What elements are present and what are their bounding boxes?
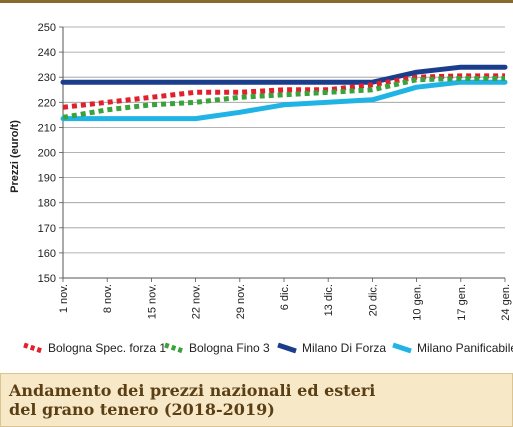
- legend-label: Bologna Fino 3: [189, 341, 270, 355]
- x-tick-label: 13 dic.: [323, 284, 335, 316]
- y-tick-label: 160: [38, 248, 56, 260]
- caption-line-1: Andamento dei prezzi nazionali ed esteri: [9, 381, 376, 400]
- y-tick-label: 170: [38, 223, 56, 235]
- y-tick-label: 150: [38, 273, 56, 285]
- x-tick-label: 6 dic.: [279, 284, 291, 310]
- legend-swatch: [392, 342, 412, 354]
- legend-swatch: [164, 342, 184, 354]
- legend-label: Milano Panificabile: [417, 341, 513, 355]
- y-tick-label: 240: [38, 47, 56, 59]
- y-tick-label: 230: [38, 72, 56, 84]
- legend-swatch: [277, 342, 297, 354]
- y-tick-label: 210: [38, 122, 56, 134]
- x-tick-label: 1 nov.: [58, 284, 70, 313]
- x-tick-label: 29 nov.: [235, 284, 247, 319]
- x-tick-label: 22 nov.: [191, 284, 203, 319]
- series-line: [62, 76, 505, 120]
- x-tick-label: 8 nov.: [102, 284, 114, 313]
- x-tick-label: 24 gen.: [500, 284, 512, 321]
- y-tick-label: 200: [38, 148, 56, 160]
- legend-label: Milano Di Forza: [302, 341, 386, 355]
- legend-label: Bologna Spec. forza 1: [48, 341, 166, 355]
- x-tick-label: 10 gen.: [412, 284, 424, 321]
- x-tick-label: 20 dic.: [367, 284, 379, 316]
- line-chart: 150 160 170 180 190 200 210 220 230 240 250 1 nov. 8…: [9, 22, 513, 355]
- y-tick-label: 250: [38, 22, 56, 34]
- series-line: [60, 79, 508, 122]
- figure-caption: Andamento dei prezzi nazionali ed esteri…: [9, 381, 504, 419]
- y-tick-label: 220: [38, 97, 56, 109]
- top-rule: [0, 0, 513, 3]
- y-axis-label: Prezzi (euro/t): [9, 120, 21, 193]
- legend-swatch: [23, 342, 43, 354]
- x-tick-label: 17 gen.: [456, 284, 468, 321]
- caption-line-2: del grano tenero (2018-2019): [9, 400, 275, 419]
- y-tick-label: 180: [38, 198, 56, 210]
- series-line: [60, 64, 508, 85]
- caption-box: Andamento dei prezzi nazionali ed esteri…: [0, 373, 513, 427]
- x-tick-label: 15 nov.: [146, 284, 158, 319]
- y-tick-label: 190: [38, 173, 56, 185]
- series-line: [62, 73, 505, 110]
